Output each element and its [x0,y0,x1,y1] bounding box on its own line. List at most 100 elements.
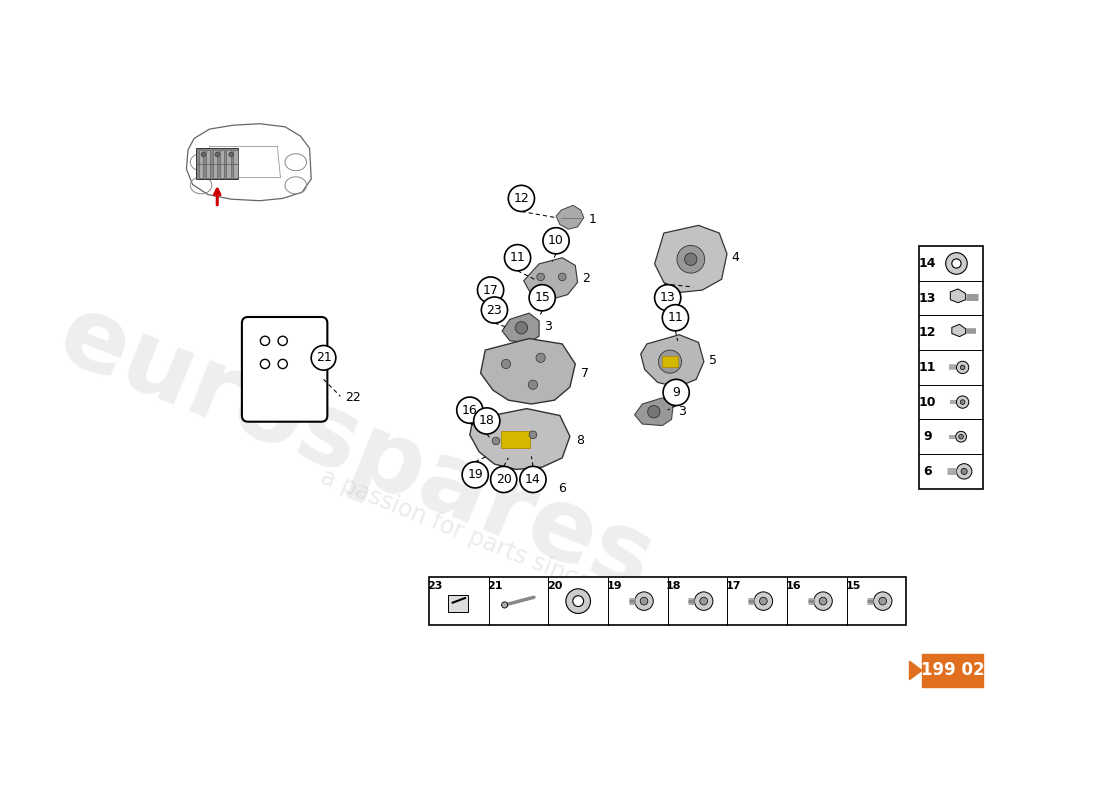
Circle shape [508,186,535,211]
Text: 10: 10 [918,395,936,409]
Circle shape [952,259,961,268]
Circle shape [520,466,546,493]
Polygon shape [640,334,704,387]
Circle shape [543,228,569,254]
Text: 16: 16 [462,404,477,417]
Circle shape [477,277,504,303]
Circle shape [528,380,538,390]
Text: 21: 21 [487,581,503,590]
Circle shape [529,285,556,311]
Bar [196,148,238,179]
Circle shape [559,273,566,281]
Text: 14: 14 [918,257,936,270]
Polygon shape [910,661,922,680]
Text: 2: 2 [582,272,590,285]
FancyBboxPatch shape [242,317,328,422]
Text: 11: 11 [668,311,683,324]
Text: 20: 20 [496,473,512,486]
Bar [199,150,204,178]
Circle shape [956,464,972,479]
Text: 3: 3 [678,405,685,418]
Circle shape [873,592,892,610]
Circle shape [640,598,648,605]
Text: 12: 12 [514,192,529,205]
Circle shape [474,408,499,434]
Circle shape [946,253,967,274]
Bar [220,150,224,178]
Text: 19: 19 [606,581,621,590]
Circle shape [491,466,517,493]
Text: 7: 7 [581,366,589,380]
Circle shape [959,434,964,439]
Polygon shape [470,409,570,470]
Bar [206,150,210,178]
Circle shape [505,245,530,270]
Polygon shape [556,206,584,230]
Text: 17: 17 [483,283,498,297]
Circle shape [676,246,705,273]
Circle shape [311,346,336,370]
Text: 15: 15 [845,581,860,590]
Circle shape [755,592,772,610]
Text: 6: 6 [923,465,932,478]
Text: 20: 20 [547,581,562,590]
Text: 9: 9 [672,386,680,399]
Circle shape [278,359,287,369]
Polygon shape [950,289,966,302]
Circle shape [662,305,689,331]
Circle shape [214,152,220,157]
Circle shape [261,336,270,346]
Bar [922,654,983,686]
Text: 14: 14 [525,473,541,486]
Circle shape [960,365,965,370]
Circle shape [261,359,270,369]
Circle shape [537,273,544,281]
Text: 9: 9 [923,430,932,443]
Text: 6: 6 [559,482,566,495]
Text: 4: 4 [732,251,739,264]
Circle shape [961,468,967,474]
Text: 1: 1 [588,213,596,226]
Polygon shape [635,398,673,426]
Bar [448,595,469,612]
Text: 16: 16 [785,581,801,590]
Circle shape [700,598,707,605]
Text: 19: 19 [468,468,483,482]
Circle shape [879,598,887,605]
Text: 10: 10 [548,234,564,247]
Polygon shape [502,313,539,342]
Text: 18: 18 [667,581,682,590]
Circle shape [759,598,767,605]
Circle shape [635,592,653,610]
Text: 3: 3 [544,321,552,334]
Text: eurospares: eurospares [45,287,667,614]
Circle shape [515,322,528,334]
Text: 11: 11 [918,361,936,374]
Circle shape [659,350,682,373]
Text: 8: 8 [576,434,584,447]
Circle shape [956,431,967,442]
Bar [920,246,983,489]
Text: 18: 18 [478,414,495,427]
Text: a passion for parts since 1985: a passion for parts since 1985 [317,465,657,621]
Circle shape [573,596,584,606]
Bar [662,356,678,367]
Polygon shape [481,338,575,404]
Circle shape [663,379,690,406]
Circle shape [456,397,483,423]
Text: 199 02: 199 02 [921,662,984,679]
Polygon shape [186,124,311,201]
Circle shape [502,359,510,369]
Circle shape [201,152,206,157]
Circle shape [502,602,508,608]
Text: 15: 15 [535,291,550,304]
Circle shape [957,362,969,374]
Circle shape [957,396,969,408]
Bar [500,431,530,448]
Circle shape [684,253,697,266]
Polygon shape [952,324,966,337]
Bar [429,578,906,625]
Text: 17: 17 [726,581,741,590]
Circle shape [529,431,537,438]
Text: 23: 23 [486,303,503,317]
